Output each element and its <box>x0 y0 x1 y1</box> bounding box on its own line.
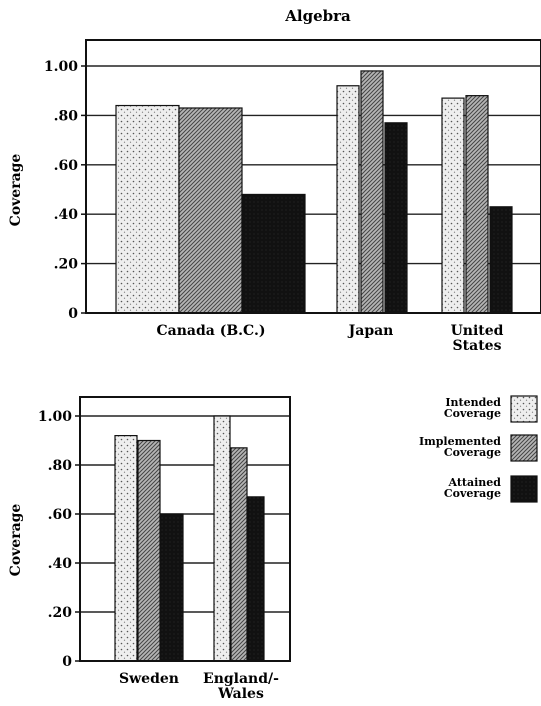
y-axis-label: Coverage <box>8 154 24 227</box>
bar-implemented <box>360 70 384 314</box>
y-tick-label: .40 <box>54 207 79 223</box>
category-labels: Sweden England/-Wales <box>119 671 279 702</box>
second-chart: Coverage 0 .20 .40 .60 .80 1.00 Sweden England… <box>8 396 291 702</box>
bars <box>115 70 513 314</box>
legend-swatch-implemented <box>510 434 538 462</box>
bar-implemented <box>465 95 489 314</box>
y-tick-label: .40 <box>48 556 73 572</box>
y-tick-label: 1.00 <box>38 409 72 425</box>
y-tick-label: 0 <box>68 306 78 322</box>
category-label: England/- <box>203 671 279 687</box>
y-tick-label: .80 <box>54 108 79 124</box>
y-tick-label: .60 <box>54 158 79 174</box>
bar-intended <box>336 85 360 314</box>
bars <box>114 415 265 662</box>
legend-swatch-attained <box>510 475 538 503</box>
bar-attained <box>247 496 265 662</box>
legend: IntendedCoverageImplementedCoverageAttai… <box>419 395 538 503</box>
y-tick-label: .80 <box>48 458 73 474</box>
y-tick-label: 0 <box>62 654 72 670</box>
bar-intended <box>114 435 138 662</box>
legend-label: Coverage <box>444 487 501 500</box>
legend-swatch-intended <box>510 395 538 423</box>
bar-implemented <box>230 447 248 662</box>
algebra-chart: Algebra Coverage 0 .20 .40 .60 .80 1.00 Canad… <box>8 7 541 354</box>
legend-label: Intended <box>445 396 501 409</box>
bar-attained <box>384 122 408 314</box>
bar-attained <box>241 193 306 314</box>
legend-label: Coverage <box>444 446 501 459</box>
bar-intended <box>115 104 180 314</box>
category-label: Japan <box>347 323 394 339</box>
legend-label: Coverage <box>444 407 501 420</box>
category-label: Sweden <box>119 671 179 687</box>
y-tick-labels: 0 .20 .40 .60 .80 1.00 <box>44 59 86 322</box>
category-label: Wales <box>217 686 264 702</box>
bar-attained <box>489 206 513 314</box>
plot-frame <box>79 396 291 662</box>
category-label: States <box>453 338 502 354</box>
y-axis-label: Coverage <box>8 504 24 577</box>
legend-label: Attained <box>448 476 502 489</box>
category-label: United <box>451 323 504 339</box>
y-tick-label: .20 <box>54 257 79 273</box>
y-tick-label: .60 <box>48 507 73 523</box>
legend-label: Implemented <box>419 435 501 448</box>
y-tick-labels: 0 .20 .40 .60 .80 1.00 <box>38 409 80 670</box>
bar-implemented <box>137 439 161 662</box>
bar-intended <box>213 415 231 662</box>
bar-attained <box>160 513 184 662</box>
bar-intended <box>441 97 465 314</box>
category-label: Canada (B.C.) <box>157 323 266 339</box>
y-tick-label: 1.00 <box>44 59 78 75</box>
chart-title: Algebra <box>284 7 351 25</box>
bar-implemented <box>178 107 243 314</box>
y-tick-label: .20 <box>48 605 73 621</box>
plot-frame <box>85 39 541 314</box>
